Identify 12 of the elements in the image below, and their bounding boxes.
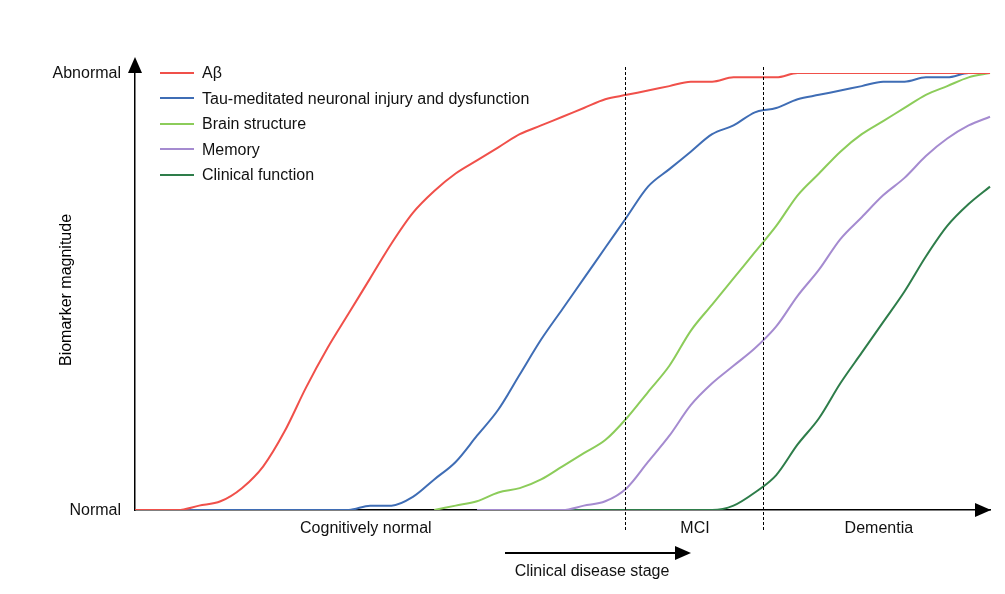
legend-label: Memory xyxy=(202,139,260,160)
x-axis-title: Clinical disease stage xyxy=(514,562,670,580)
text: Normal xyxy=(69,501,121,519)
legend-label: Brain structure xyxy=(202,114,307,134)
text: Cognitively normal xyxy=(300,519,432,537)
text: Dementia xyxy=(844,519,914,537)
legend-label: Clinical function xyxy=(202,165,315,185)
text: MCI xyxy=(680,519,710,537)
y-axis-title: Biomarker magnitude xyxy=(57,213,75,367)
legend-label: Aβ xyxy=(202,63,222,83)
legend-label: Tau-meditated neuronal injury and dysfunction xyxy=(202,88,530,109)
text: Abnormal xyxy=(52,64,121,82)
